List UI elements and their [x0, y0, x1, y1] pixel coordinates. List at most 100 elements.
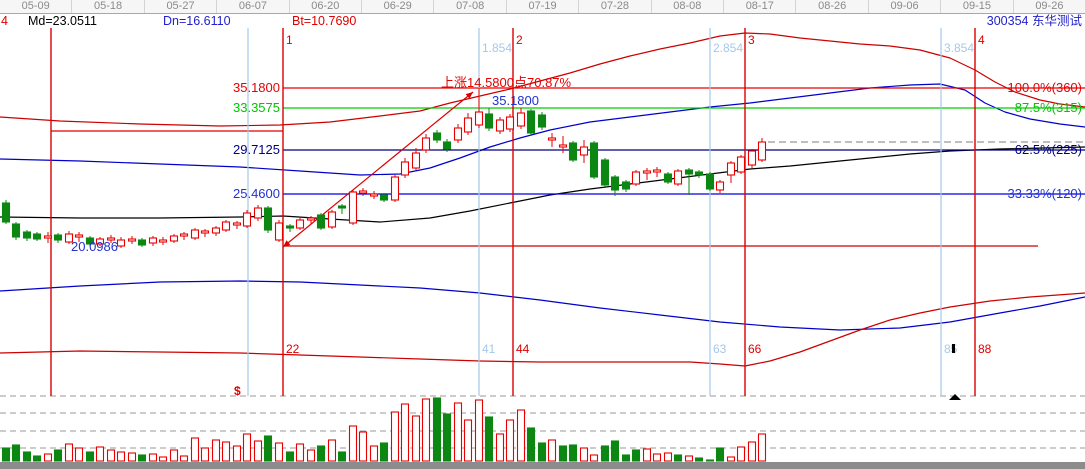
candlestick [316, 214, 326, 229]
candlestick [263, 207, 273, 231]
candlestick [337, 205, 347, 209]
volume-bar [200, 447, 210, 462]
volume-bar [558, 445, 568, 462]
candlestick [442, 141, 452, 150]
volume-bar [663, 452, 673, 462]
lower-red-band-line [0, 292, 1085, 367]
candlestick [463, 117, 473, 133]
trend-arrow-down [283, 240, 291, 247]
volume-bar [705, 459, 715, 462]
volume-bar [106, 449, 116, 462]
volume-bar [736, 446, 746, 462]
candlestick [610, 176, 620, 191]
volume-bar [306, 449, 316, 462]
date-tick: 07-08 [434, 0, 507, 13]
candlestick [652, 169, 662, 173]
volume-bar [495, 433, 505, 462]
stock-code: 300354 [986, 14, 1029, 28]
candlestick [757, 141, 767, 161]
volume-bar [579, 447, 589, 462]
volume-bar [127, 452, 137, 462]
cycle-bottom-label: 63 [713, 342, 727, 356]
candlestick [232, 222, 242, 226]
candlestick [453, 127, 463, 141]
volume-bar [526, 427, 536, 462]
volume-bar [442, 413, 452, 462]
volume-bar [295, 443, 305, 462]
trend-line [282, 91, 474, 248]
volume-bar [337, 451, 347, 462]
cycle-bottom-label: 41 [482, 342, 496, 356]
volume-bar [642, 448, 652, 462]
candlestick [505, 116, 515, 130]
candlestick [579, 146, 589, 156]
volume-bar [505, 419, 515, 462]
price-level-right-label: 100.0%(360) [1008, 80, 1082, 95]
candlestick [726, 162, 736, 176]
candlestick [526, 110, 536, 134]
date-tick: 08-08 [652, 0, 725, 13]
date-tick: 05-09 [0, 0, 73, 13]
candlestick [11, 223, 21, 238]
date-tick: 06-29 [362, 0, 435, 13]
lower-blue-band-line [0, 280, 1085, 331]
candlestick [747, 150, 757, 166]
candlestick [600, 159, 610, 186]
volume-bar [589, 454, 599, 462]
volume-bar [116, 451, 126, 462]
chart-annotation: 35.1800 [492, 93, 539, 108]
volume-bar [547, 439, 557, 462]
candlestick [22, 231, 32, 239]
candlestick [74, 234, 84, 238]
volume-bar [169, 449, 179, 462]
volume-bar [715, 447, 725, 462]
cycle-bottom-label: 66 [748, 342, 762, 356]
cycle-top-label: 3.854 [944, 41, 974, 55]
cycle-bottom-label: 88 [978, 342, 992, 356]
volume-bar [484, 416, 494, 462]
indicator-value: Dn=16.6110 [163, 14, 231, 28]
volume-bar [242, 433, 252, 462]
volume-bar [95, 446, 105, 462]
candlestick [673, 170, 683, 185]
candlestick [285, 225, 295, 229]
volume-bar [211, 439, 221, 462]
volume-bar [537, 442, 547, 462]
candlestick [589, 142, 599, 178]
candlestick [137, 239, 147, 246]
candlestick [148, 237, 158, 244]
candlestick [694, 171, 704, 176]
volume-bar [379, 442, 389, 462]
volume-bar [390, 411, 400, 462]
indicator-bar: 300354 东华测试 4 Md=23.0511 Dn=16.6110 Bt=10.7… [0, 14, 1085, 28]
date-tick: 05-27 [145, 0, 218, 13]
candlestick [400, 161, 410, 176]
candlestick [369, 193, 379, 197]
volume-bar [1, 447, 11, 462]
volume-bar [327, 439, 337, 462]
candlestick [53, 234, 63, 241]
candlestick [190, 229, 200, 239]
price-level-left-label: 29.7125 [233, 142, 280, 157]
volume-bar [11, 444, 21, 462]
candlestick [568, 142, 578, 161]
volume-bar [190, 437, 200, 462]
stock-name: 东华测试 [1031, 14, 1082, 28]
volume-bar [621, 454, 631, 462]
candlestick [484, 113, 494, 129]
volume-bar [74, 447, 84, 462]
cycle-bottom-label: 85 [944, 342, 958, 356]
chart-annotation: 20.0986 [71, 239, 118, 254]
volume-bar [22, 451, 32, 462]
cycle-bottom-label: 44 [516, 342, 530, 356]
volume-bar [253, 440, 263, 462]
candlestick [169, 235, 179, 242]
date-tick: 07-19 [507, 0, 580, 13]
candlestick [116, 239, 126, 247]
position-marker-triangle [949, 394, 961, 400]
candlestick [253, 207, 263, 219]
candlestick [295, 219, 305, 229]
candlestick [242, 212, 252, 227]
